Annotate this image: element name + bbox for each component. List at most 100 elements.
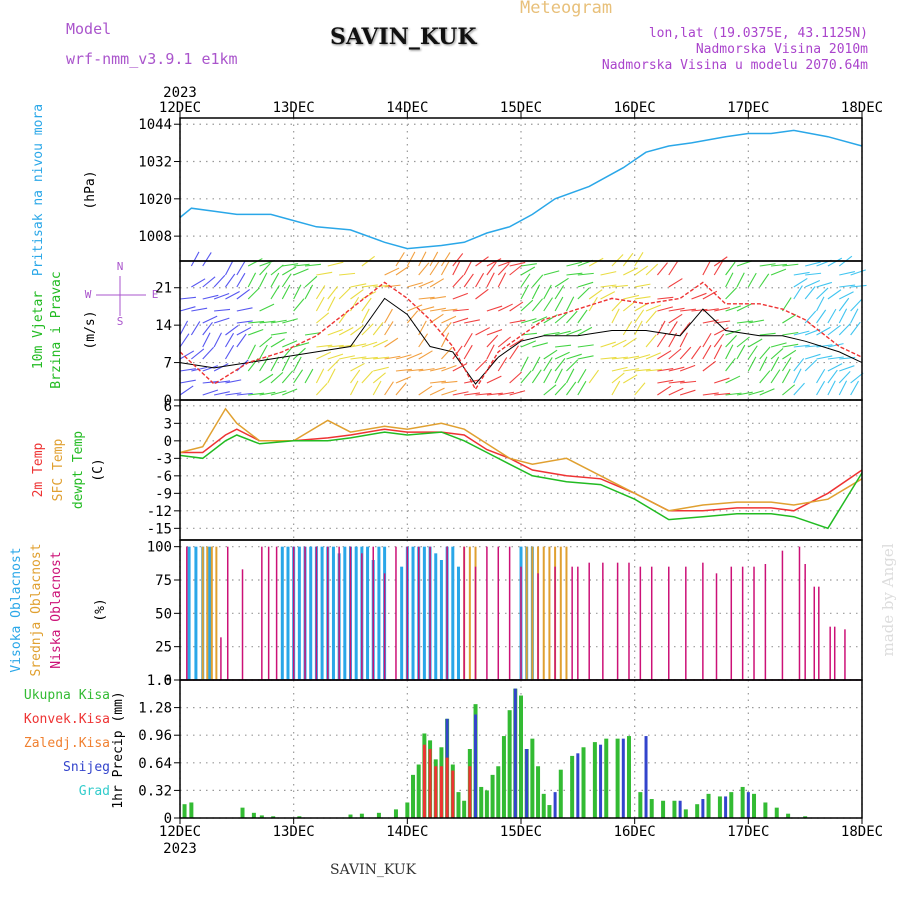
wind-barb <box>851 322 861 335</box>
wind-barb <box>214 309 230 311</box>
high-cloud-bar <box>343 547 346 680</box>
wind-barb <box>726 262 736 275</box>
wind-barb <box>544 350 557 359</box>
high-cloud-bar <box>286 547 289 680</box>
low-cloud-bar <box>475 567 477 680</box>
low-cloud-bar <box>186 547 188 680</box>
wind-barb <box>487 273 494 287</box>
wind-barb <box>373 381 381 395</box>
wind-barb <box>760 371 770 383</box>
wind-barb <box>669 279 683 287</box>
wind-barb <box>828 364 842 371</box>
x-year-top: 2023 <box>163 85 197 101</box>
wind-barb <box>657 334 666 347</box>
low-cloud-bar <box>227 547 229 680</box>
wind-barb <box>578 369 586 383</box>
wind-barb <box>316 383 327 395</box>
total-precip-bar <box>417 765 421 818</box>
wind-barb <box>271 265 283 275</box>
low-cloud-bar <box>276 547 278 680</box>
wind-barb <box>339 288 350 299</box>
wind-barb <box>794 358 804 371</box>
wind-barb <box>635 266 648 275</box>
mid-cloud-bar <box>548 547 550 680</box>
low-cloud-bar <box>814 587 816 680</box>
wind-barb <box>464 274 473 287</box>
x-tick-label-top: 13DEC <box>273 100 315 116</box>
wind-barb <box>214 333 221 347</box>
wind-barb <box>623 321 631 335</box>
cloud-unit: (%) <box>93 598 108 621</box>
wind-barb <box>726 335 737 347</box>
wind-barb <box>191 279 205 287</box>
wind-barb <box>737 337 749 347</box>
wind-barb <box>248 288 259 299</box>
mid-cloud-bar <box>211 547 213 680</box>
x-tick-label-bottom: 13DEC <box>273 824 315 840</box>
high-cloud-bar <box>412 547 415 680</box>
y-tick-label: 25 <box>155 640 172 656</box>
wind-barb <box>612 373 624 383</box>
high-cloud-bar <box>355 547 358 680</box>
low-cloud-bar <box>818 587 820 680</box>
wind-barb <box>260 304 274 311</box>
low-cloud-bar <box>242 569 244 680</box>
high-cloud-bar <box>451 547 454 680</box>
wind-barb <box>555 352 570 359</box>
wind-barb <box>578 310 587 323</box>
wind-barb <box>316 297 324 311</box>
x-tick-label-bottom: 17DEC <box>727 824 769 840</box>
mid-cloud-bar <box>215 547 217 680</box>
wind-barb <box>305 285 313 299</box>
y-tick-label: -12 <box>147 504 172 520</box>
wind-barb <box>203 252 211 266</box>
wind-barb <box>521 371 531 383</box>
wind-barb <box>839 309 846 323</box>
wind-barb <box>794 383 805 395</box>
wind-barb <box>521 357 528 371</box>
low-cloud-bar <box>844 629 846 680</box>
wind-barb <box>180 297 196 299</box>
wind-barb <box>532 275 542 287</box>
snow-precip-bar <box>724 796 727 818</box>
wind-barb <box>635 321 643 335</box>
snow-precip-bar <box>474 715 477 819</box>
wind-barb <box>498 357 506 371</box>
wind-barb <box>225 345 233 359</box>
wind-barb <box>714 345 721 359</box>
low-cloud-bar <box>429 547 431 680</box>
wind-barb <box>430 388 444 395</box>
wind-barb <box>760 357 767 371</box>
low-cloud-bar <box>350 547 352 680</box>
wind-ylabel-1: 10m Vjetar <box>31 291 46 369</box>
cloud-ylabel-mid: Srednja Oblacnost <box>29 543 44 676</box>
wind-barb <box>271 339 285 347</box>
snow-precip-bar <box>701 799 704 818</box>
low-cloud-bar <box>520 567 522 680</box>
total-precip-bar <box>775 808 779 818</box>
y-tick-label: 0 <box>164 434 172 450</box>
y-tick-label: 100 <box>147 540 172 556</box>
wind-barb <box>203 347 214 359</box>
wind-barb <box>748 339 762 347</box>
wind-barb <box>703 333 711 347</box>
mid-cloud-bar <box>202 547 204 680</box>
wind-barb <box>453 293 468 299</box>
mid-cloud-bar <box>543 547 545 680</box>
low-cloud-bar <box>702 563 704 680</box>
total-precip-bar <box>542 794 546 818</box>
high-cloud-bar <box>194 547 197 680</box>
wind-unit: (m/s) <box>83 310 98 349</box>
wind-barb <box>191 349 203 359</box>
mid-cloud-bar <box>531 547 533 680</box>
y-tick-label: 0.32 <box>138 783 172 799</box>
wind-barb <box>441 322 451 335</box>
wind-barb <box>237 327 251 335</box>
wind-barb <box>225 325 238 335</box>
wind-barb <box>817 381 825 395</box>
wind-barb <box>248 273 255 287</box>
low-cloud-bar <box>372 547 374 680</box>
y-tick-label: 75 <box>155 573 172 589</box>
wind-barb <box>805 273 821 275</box>
wind-barb <box>555 369 562 383</box>
